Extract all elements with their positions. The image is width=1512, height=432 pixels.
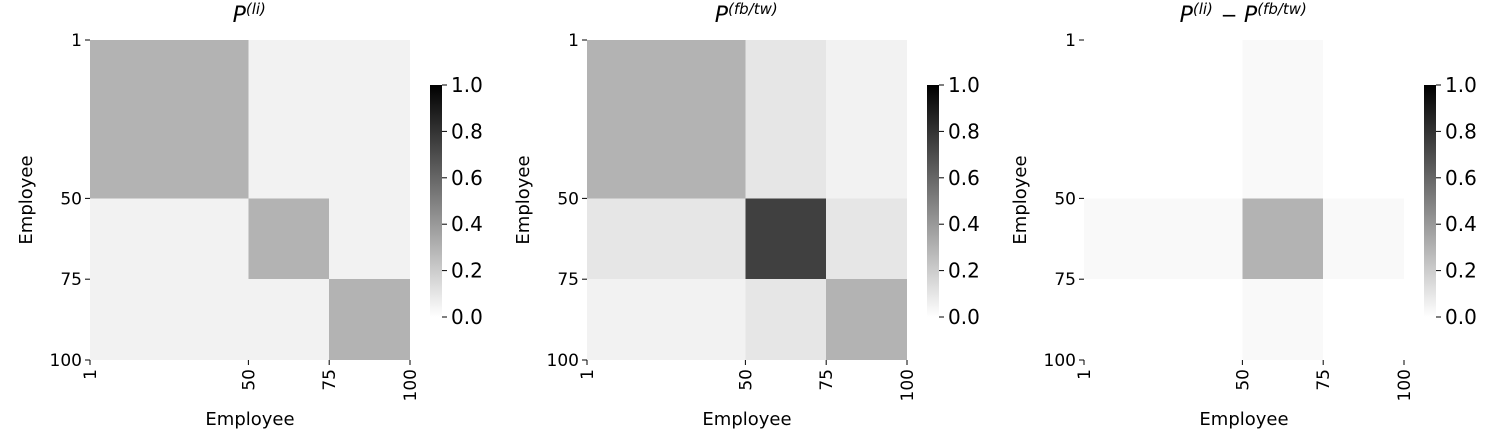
colorbar-tick-label: 0.2 <box>948 259 980 283</box>
colorbar-tick-label: 0.8 <box>1445 119 1477 143</box>
colorbar-tick-label: 1.0 <box>451 73 483 97</box>
heatmap-cell-r2-c2 <box>1242 198 1324 280</box>
colorbar <box>1424 85 1436 317</box>
heatmap-cell-r1-c2 <box>248 40 330 199</box>
heatmap-cell-r1-c3 <box>329 40 410 199</box>
heatmap-panel-2: 1 1 50 50 75 75 100 100 Employee Employee P(fb/tw)… <box>513 0 980 430</box>
x-axis-label: Employee <box>702 409 791 430</box>
x-tick-label: 75 <box>1314 369 1334 391</box>
colorbar-tick-label: 0.0 <box>451 305 483 329</box>
y-tick-label: 75 <box>557 270 579 290</box>
y-tick-label: 50 <box>1054 189 1076 209</box>
colorbar-tick-label: 0.0 <box>1445 305 1477 329</box>
x-tick-label: 100 <box>1395 369 1415 401</box>
chart-title: P(fb/tw) <box>715 0 780 28</box>
heatmap-cell-r2-c2 <box>745 198 827 280</box>
heatmap-cell-r3-c3 <box>826 279 907 360</box>
y-tick-label: 75 <box>60 270 82 290</box>
heatmap-cell-r1-c1 <box>90 40 249 199</box>
y-tick-label: 50 <box>557 189 579 209</box>
x-tick-label: 1 <box>81 369 101 380</box>
x-axis-label: Employee <box>1199 409 1288 430</box>
y-tick-label: 100 <box>50 351 82 371</box>
colorbar-tick-label: 0.8 <box>948 119 980 143</box>
x-tick-label: 1 <box>578 369 598 380</box>
heatmap-cell-r2-c2 <box>248 198 330 280</box>
heatmap-cell-r3-c3 <box>329 279 410 360</box>
colorbar-tick-label: 1.0 <box>948 73 980 97</box>
heatmap-cell-r3-c3 <box>1323 279 1404 360</box>
heatmap-cell-r1-c2 <box>1242 40 1324 199</box>
heatmap-cell-r1-c1 <box>1084 40 1243 199</box>
colorbar <box>430 85 442 317</box>
colorbar-tick-label: 0.2 <box>451 259 483 283</box>
y-axis-label: Employee <box>1010 155 1031 244</box>
y-tick-label: 1 <box>1065 31 1076 51</box>
heatmap-cell-r3-c2 <box>1242 279 1324 360</box>
heatmap-cell-r3-c2 <box>745 279 827 360</box>
chart-title: P(li) <box>233 0 268 28</box>
y-tick-label: 1 <box>71 31 82 51</box>
colorbar-tick-label: 0.2 <box>1445 259 1477 283</box>
colorbar-tick-label: 0.6 <box>1445 166 1477 190</box>
heatmap-cell-r3-c1 <box>1084 279 1243 360</box>
colorbar-tick-label: 0.0 <box>948 305 980 329</box>
x-tick-label: 50 <box>736 369 756 391</box>
heatmap-cell-r1-c2 <box>745 40 827 199</box>
y-tick-label: 100 <box>547 351 579 371</box>
x-tick-label: 1 <box>1075 369 1095 380</box>
heatmap-cell-r2-c3 <box>826 198 907 280</box>
x-tick-label: 50 <box>1233 369 1253 391</box>
heatmap-panel-1: 1 1 50 50 75 75 100 100 Employee Employee P(li) 0.… <box>16 0 483 430</box>
heatmap-panel-3: 1 1 50 50 75 75 100 100 Employee Employee P(li) − … <box>1010 0 1477 430</box>
heatmap-cell-r2-c3 <box>1323 198 1404 280</box>
colorbar-tick-label: 0.8 <box>451 119 483 143</box>
heatmap-cell-r2-c1 <box>587 198 746 280</box>
heatmap-cell-r1-c3 <box>826 40 907 199</box>
y-tick-label: 50 <box>60 189 82 209</box>
heatmap-cell-r3-c2 <box>248 279 330 360</box>
x-tick-label: 100 <box>898 369 918 401</box>
heatmap-cell-r3-c1 <box>90 279 249 360</box>
colorbar-tick-label: 0.6 <box>948 166 980 190</box>
colorbar-tick-label: 0.4 <box>1445 212 1477 236</box>
heatmap-cell-r1-c1 <box>587 40 746 199</box>
x-axis-label: Employee <box>205 409 294 430</box>
colorbar-tick-label: 0.6 <box>451 166 483 190</box>
x-tick-label: 100 <box>401 369 421 401</box>
heatmap-cell-r1-c3 <box>1323 40 1404 199</box>
chart-title: P(li) − P(fb/tw) <box>1180 0 1309 28</box>
y-axis-label: Employee <box>513 155 534 244</box>
x-tick-label: 50 <box>239 369 259 391</box>
y-tick-label: 75 <box>1054 270 1076 290</box>
colorbar-tick-label: 0.4 <box>948 212 980 236</box>
x-tick-label: 75 <box>817 369 837 391</box>
heatmap-cell-r2-c1 <box>90 198 249 280</box>
x-tick-label: 75 <box>320 369 340 391</box>
y-axis-label: Employee <box>16 155 37 244</box>
y-tick-label: 1 <box>568 31 579 51</box>
heatmap-cell-r2-c1 <box>1084 198 1243 280</box>
heatmap-cell-r2-c3 <box>329 198 410 280</box>
heatmap-cell-r3-c1 <box>587 279 746 360</box>
colorbar <box>927 85 939 317</box>
colorbar-tick-label: 1.0 <box>1445 73 1477 97</box>
y-tick-label: 100 <box>1044 351 1076 371</box>
colorbar-tick-label: 0.4 <box>451 212 483 236</box>
